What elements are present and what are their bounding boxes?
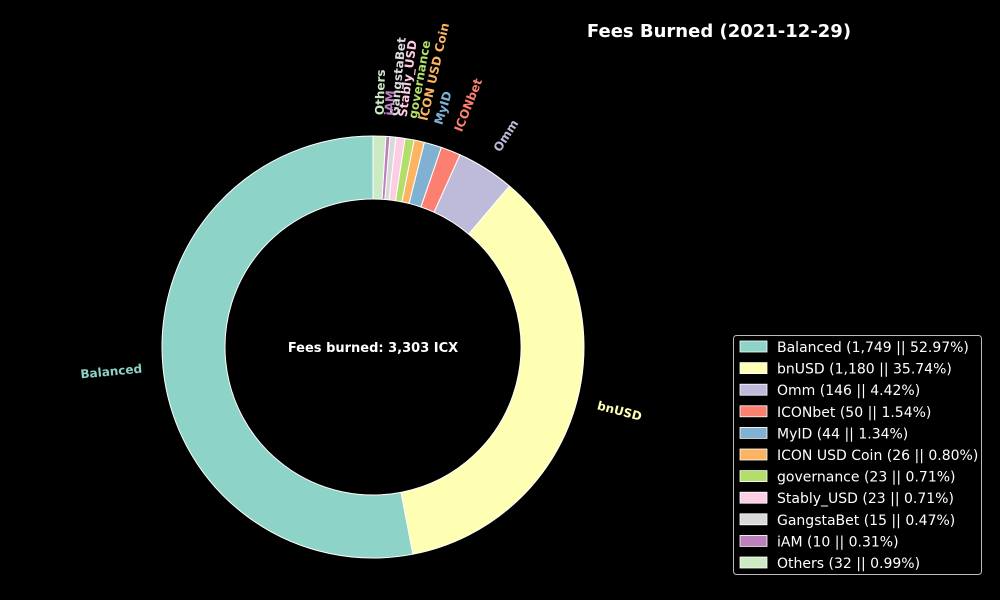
legend-swatch [739,535,768,547]
chart-title: Fees Burned (2021-12-29) [587,21,851,42]
legend-swatch [739,340,768,353]
legend-items: Balanced (1,749 || 52.97%) bnUSD (1,180 |… [739,340,978,572]
legend-entry: ICON USD Coin (26 || 0.80%) [777,448,978,464]
slice-label-iam: iAM [382,90,398,116]
legend-entry: governance (23 || 0.71%) [777,470,956,486]
legend-entry: MyID (44 || 1.34%) [777,426,908,442]
legend-entry: iAM (10 || 0.31%) [777,534,899,550]
legend-frame [733,335,982,575]
legend-swatch [739,448,768,461]
legend-swatch [739,491,768,504]
legend-entry: bnUSD (1,180 || 35.74%) [777,362,952,378]
legend-swatch [739,362,768,375]
legend-swatch [739,556,768,569]
slice-label-balanced: Balanced [80,362,143,382]
legend-swatch [739,513,768,526]
legend-swatch [739,383,768,396]
slice-balanced [161,135,414,559]
legend-entry: Balanced (1,749 || 52.97%) [777,340,969,356]
slice-others [372,135,387,200]
legend-entry: Omm (146 || 4.42%) [777,383,920,399]
legend-entry: GangstaBet (15 || 0.47%) [777,513,955,529]
slice-label-omm: Omm [491,117,522,154]
center-label: Fees burned: 3,303 ICX [288,341,458,356]
legend-swatch [739,470,768,483]
legend-entry: Others (32 || 0.99%) [777,556,920,572]
legend-swatch [739,426,768,439]
legend: Balanced (1,749 || 52.97%) bnUSD (1,180 |… [733,335,982,575]
slice-label-others: Others [373,69,388,115]
legend-entry: Stably_USD (23 || 0.71%) [777,491,954,507]
slice-label-iconbet: ICONbet [451,76,485,133]
donut-slices [161,135,585,559]
legend-swatch [739,405,768,418]
slice-label-bnusd: bnUSD [596,399,644,424]
slice-bnusd [400,185,585,555]
legend-entry: ICONbet (50 || 1.54%) [777,405,931,421]
